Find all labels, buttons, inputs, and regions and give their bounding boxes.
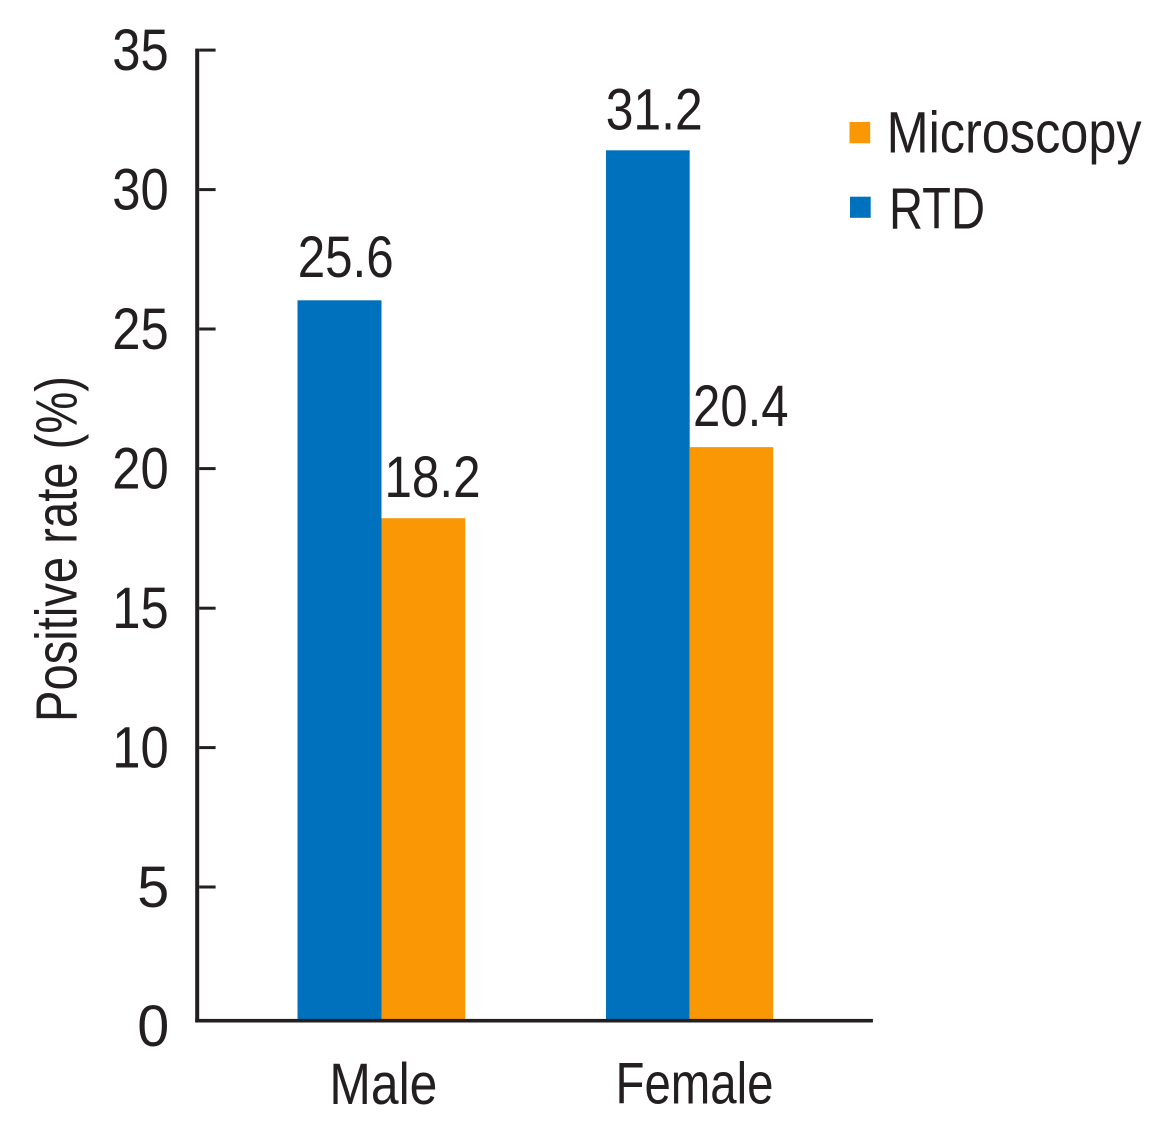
svg-text:Female: Female (616, 1052, 774, 1117)
svg-text:5: 5 (137, 855, 169, 920)
svg-text:10: 10 (112, 716, 169, 781)
svg-text:RTD: RTD (889, 176, 985, 241)
svg-text:31.2: 31.2 (606, 77, 703, 142)
svg-text:30: 30 (112, 158, 169, 223)
svg-text:Microscopy: Microscopy (887, 101, 1143, 166)
svg-text:15: 15 (112, 576, 169, 641)
svg-text:18.2: 18.2 (385, 445, 481, 510)
svg-text:20.4: 20.4 (693, 374, 789, 439)
svg-text:35: 35 (112, 18, 169, 83)
svg-text:20: 20 (112, 437, 169, 502)
svg-text:Male: Male (329, 1052, 437, 1117)
svg-text:0: 0 (137, 994, 169, 1059)
svg-text:25: 25 (112, 297, 169, 362)
svg-text:Positive rate (%): Positive rate (%) (25, 376, 90, 722)
svg-text:25.6: 25.6 (298, 225, 394, 290)
